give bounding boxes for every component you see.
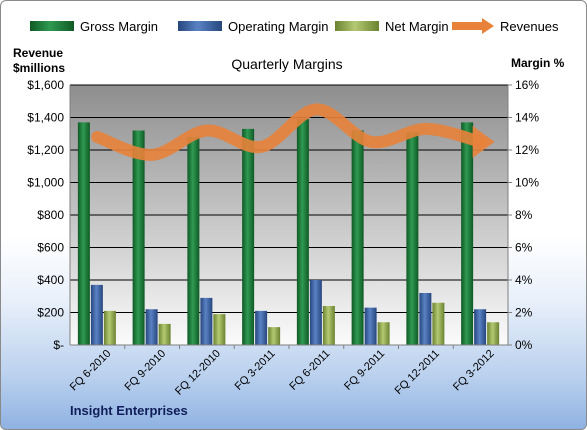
- bar-marks: [77, 119, 500, 345]
- gross-margin-bar: [187, 137, 200, 345]
- gross-margin-bar: [132, 130, 145, 345]
- gross-margin-bar: [461, 122, 474, 345]
- right-tick-label: 6%: [515, 241, 533, 255]
- net-margin-swatch: [335, 21, 379, 31]
- operating-margin-bar: [145, 309, 158, 345]
- net-margin-bar: [487, 322, 500, 345]
- company-name: Insight Enterprises: [70, 403, 188, 418]
- operating-margin-swatch: [178, 21, 222, 31]
- net-margin-bar: [322, 306, 335, 345]
- legend-label: Revenues: [500, 19, 559, 34]
- gross-margin-bar: [296, 119, 309, 345]
- operating-margin-bar: [200, 297, 213, 345]
- gross-margin-bar: [406, 132, 419, 345]
- revenue-line: [91, 103, 495, 161]
- category-label: FQ 12-2010: [173, 348, 223, 398]
- right-tick-label: 4%: [515, 273, 533, 287]
- right-tick-label: 0%: [515, 338, 533, 352]
- operating-margin-bar: [419, 293, 432, 345]
- revenue-point: [261, 146, 263, 148]
- left-axis-label-line2: $millions: [13, 61, 65, 75]
- net-margin-bar: [268, 327, 281, 345]
- right-tick-label: 2%: [515, 306, 533, 320]
- revenue-line-path: [91, 103, 487, 161]
- category-label: FQ 3-2012: [451, 348, 497, 394]
- operating-margin-bar: [90, 284, 103, 345]
- right-tick-label: 12%: [515, 143, 539, 157]
- left-tick-label: $800: [37, 208, 64, 222]
- legend: Gross Margin Operating Margin Net Margin Re…: [30, 18, 559, 34]
- category-label: FQ 3-2011: [233, 348, 278, 393]
- right-tick-label: 14%: [515, 111, 539, 125]
- category-label: FQ 9-2011: [342, 348, 387, 393]
- left-tick-label: $600: [37, 241, 64, 255]
- right-tick-label: 8%: [515, 208, 533, 222]
- legend-label: Net Margin: [385, 19, 449, 34]
- legend-label: Operating Margin: [228, 19, 328, 34]
- left-tick-label: $-: [53, 338, 64, 352]
- left-tick-label: $1,400: [27, 111, 64, 125]
- left-tick-label: $1,200: [27, 143, 64, 157]
- operating-margin-bar: [474, 309, 487, 345]
- left-axis-label-line1: Revenue: [13, 46, 63, 60]
- revenue-point: [206, 130, 208, 131]
- operating-margin-bar: [309, 280, 322, 345]
- revenue-arrowhead: [472, 125, 495, 158]
- operating-margin-bar: [255, 310, 268, 345]
- category-label: FQ 12-2011: [393, 348, 442, 397]
- category-label: FQ 9-2010: [123, 348, 169, 394]
- legend-label: Gross Margin: [80, 19, 158, 34]
- right-axis-label: Margin %: [511, 56, 565, 70]
- left-tick-label: $1,000: [27, 176, 64, 190]
- net-margin-bar: [377, 322, 390, 345]
- revenue-point: [151, 154, 153, 156]
- gross-margin-bar: [77, 122, 90, 345]
- left-tick-label: $200: [37, 306, 64, 320]
- net-margin-bar: [158, 323, 171, 345]
- net-margin-bar: [103, 310, 116, 345]
- left-tick-label: $1,600: [27, 78, 64, 92]
- right-tick-label: 16%: [515, 78, 539, 92]
- revenue-point: [425, 128, 427, 130]
- revenue-point: [370, 141, 372, 143]
- net-margin-bar: [432, 302, 445, 345]
- right-tick-label: 10%: [515, 176, 539, 190]
- chart-title: Quarterly Margins: [231, 56, 342, 72]
- operating-margin-bar: [364, 307, 377, 345]
- gross-margin-bar: [242, 128, 255, 345]
- category-label: FQ 6-2010: [68, 348, 114, 394]
- net-margin-bar: [213, 314, 226, 345]
- category-label: FQ 6-2011: [287, 348, 332, 393]
- revenue-point: [315, 108, 317, 110]
- gross-margin-swatch: [30, 21, 74, 31]
- left-tick-label: $400: [37, 273, 64, 287]
- revenues-swatch-arrow: [482, 18, 494, 34]
- gross-margin-bar: [351, 130, 364, 345]
- revenue-point: [96, 136, 98, 138]
